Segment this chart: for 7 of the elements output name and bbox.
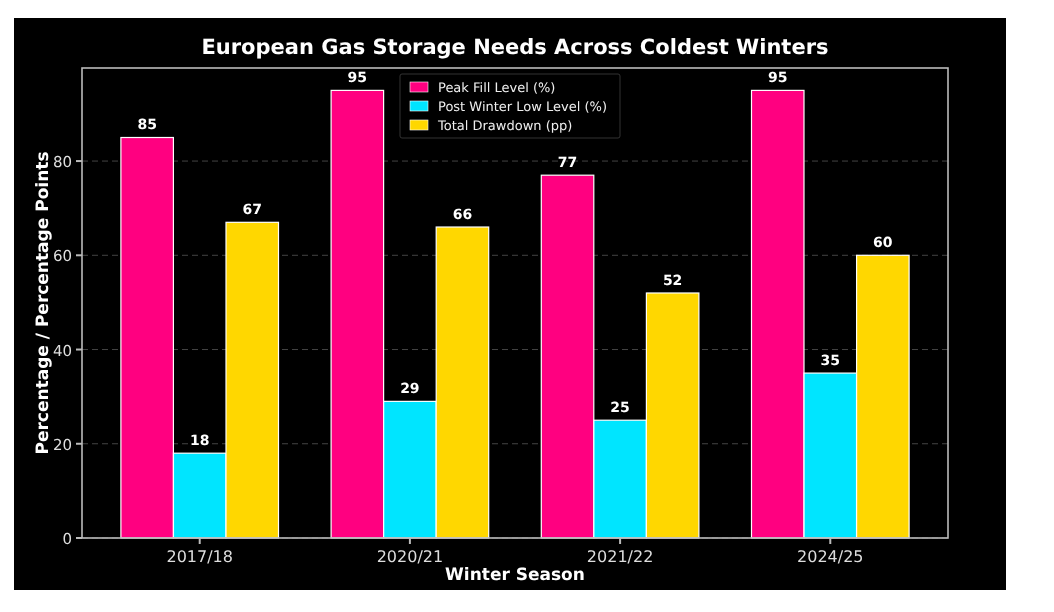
x-tick-label: 2024/25 — [797, 548, 864, 566]
y-axis-title: Percentage / Percentage Points — [34, 151, 54, 455]
x-tick-label: 2021/22 — [586, 548, 654, 566]
chart-title: European Gas Storage Needs Across Coldest Winters — [201, 36, 829, 60]
x-tick-label: 2017/18 — [166, 548, 233, 566]
x-axis-title: Winter Season — [445, 566, 585, 586]
x-tick-label: 2020/21 — [376, 548, 444, 566]
